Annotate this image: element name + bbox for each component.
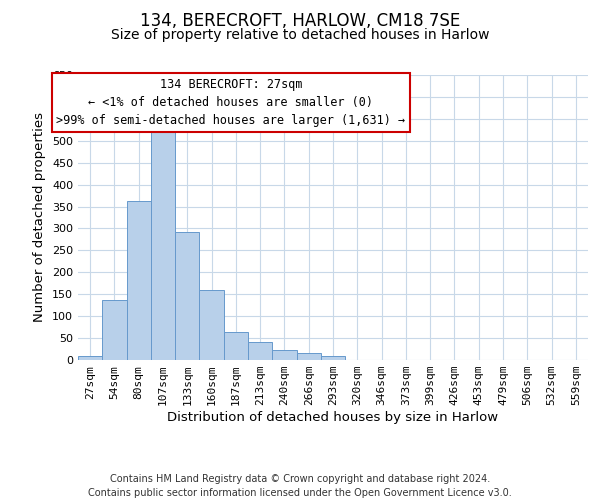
Bar	[272, 350, 296, 360]
Bar	[102, 300, 127, 360]
Bar	[151, 124, 175, 360]
Bar	[321, 356, 345, 360]
Text: Size of property relative to detached houses in Harlow: Size of property relative to detached ho…	[111, 28, 489, 42]
Bar	[78, 356, 102, 360]
Text: 134 BERECROFT: 27sqm
← <1% of detached houses are smaller (0)
>99% of semi-detac: 134 BERECROFT: 27sqm ← <1% of detached h…	[56, 78, 406, 127]
Text: 134, BERECROFT, HARLOW, CM18 7SE: 134, BERECROFT, HARLOW, CM18 7SE	[140, 12, 460, 30]
Bar	[175, 232, 199, 360]
Bar	[296, 354, 321, 360]
Bar	[199, 290, 224, 360]
Bar	[127, 201, 151, 360]
X-axis label: Distribution of detached houses by size in Harlow: Distribution of detached houses by size …	[167, 411, 499, 424]
Bar	[248, 342, 272, 360]
Y-axis label: Number of detached properties: Number of detached properties	[34, 112, 46, 322]
Text: Contains HM Land Registry data © Crown copyright and database right 2024.
Contai: Contains HM Land Registry data © Crown c…	[88, 474, 512, 498]
Bar	[224, 332, 248, 360]
